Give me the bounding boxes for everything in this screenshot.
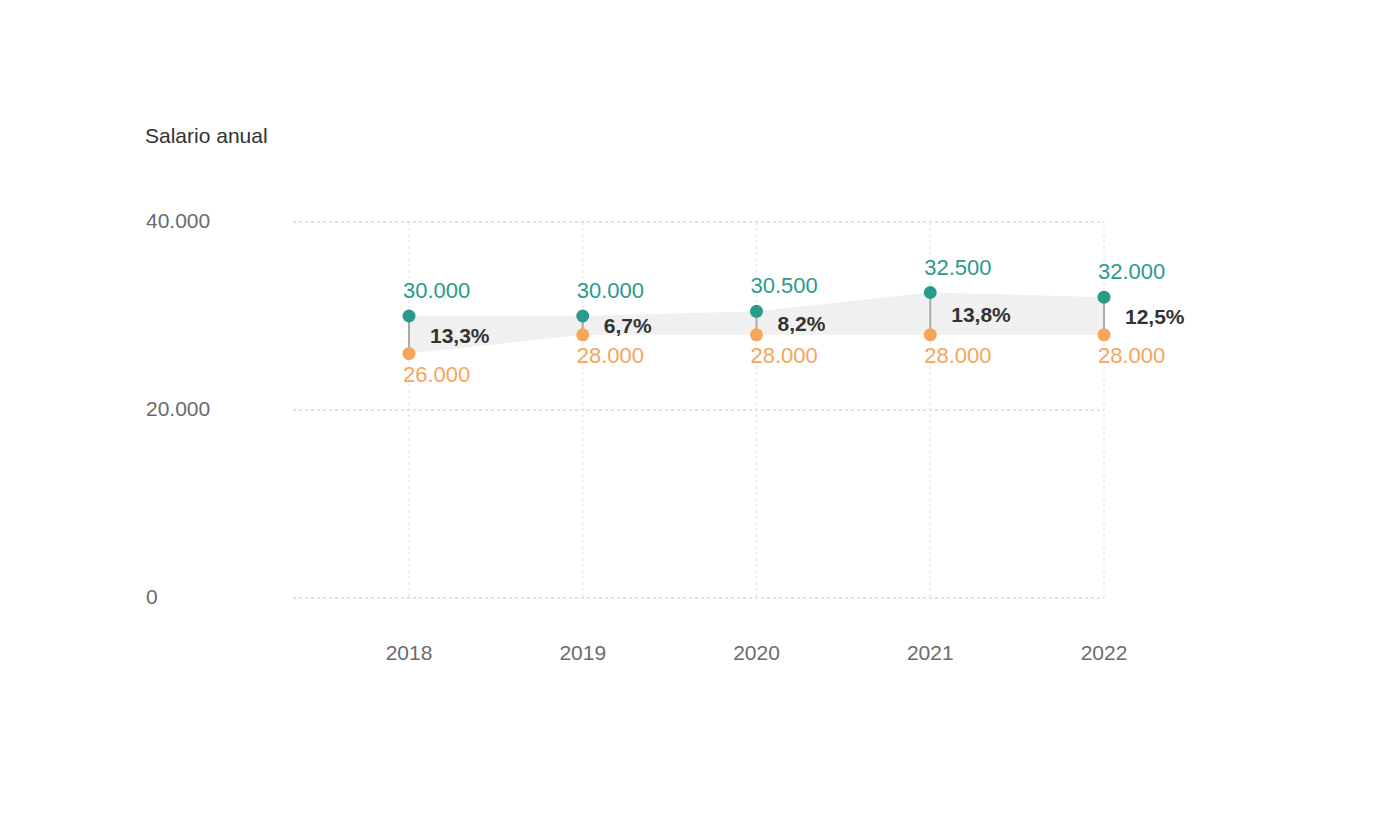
data-label: 28.000 xyxy=(751,343,818,368)
grid-line xyxy=(293,221,1104,223)
dot xyxy=(576,310,589,323)
dot xyxy=(576,328,589,341)
data-label: 32.500 xyxy=(924,255,991,280)
gap-label: 8,2% xyxy=(778,312,826,335)
data-label: 28.000 xyxy=(924,343,991,368)
gap-label: 12,5% xyxy=(1125,305,1185,328)
gap-label: 6,7% xyxy=(604,314,652,337)
chart: Salario anual 0 20.000 40.000 2018 2019 2020 20… xyxy=(0,0,1400,840)
data-label: 30.500 xyxy=(751,273,818,298)
y-axis-label: Salario anual xyxy=(145,124,268,147)
dot xyxy=(924,328,937,341)
data-label: 26.000 xyxy=(403,362,470,387)
x-tick-label: 2021 xyxy=(907,641,954,664)
dot xyxy=(1098,291,1111,304)
data-label: 30.000 xyxy=(577,278,644,303)
dot xyxy=(1098,328,1111,341)
grid-line xyxy=(293,597,1104,599)
dot xyxy=(924,286,937,299)
data-label: 28.000 xyxy=(1098,343,1165,368)
data-label: 30.000 xyxy=(403,278,470,303)
dot xyxy=(750,328,763,341)
y-tick-label: 40.000 xyxy=(146,209,210,232)
gap-label: 13,8% xyxy=(951,303,1011,326)
y-tick-label: 20.000 xyxy=(146,397,210,420)
data-label: 32.000 xyxy=(1098,259,1165,284)
gap-label: 13,3% xyxy=(430,324,490,347)
data-label: 28.000 xyxy=(577,343,644,368)
grid-line xyxy=(293,409,1104,411)
x-tick-label: 2022 xyxy=(1081,641,1128,664)
dot xyxy=(750,305,763,318)
x-tick-label: 2020 xyxy=(733,641,780,664)
y-tick-label: 0 xyxy=(146,585,158,608)
x-tick-label: 2018 xyxy=(386,641,433,664)
x-tick-label: 2019 xyxy=(559,641,606,664)
dot xyxy=(403,310,416,323)
dot xyxy=(403,347,416,360)
chart-container: Salario anual 0 20.000 40.000 2018 2019 2020 20… xyxy=(0,0,1400,840)
